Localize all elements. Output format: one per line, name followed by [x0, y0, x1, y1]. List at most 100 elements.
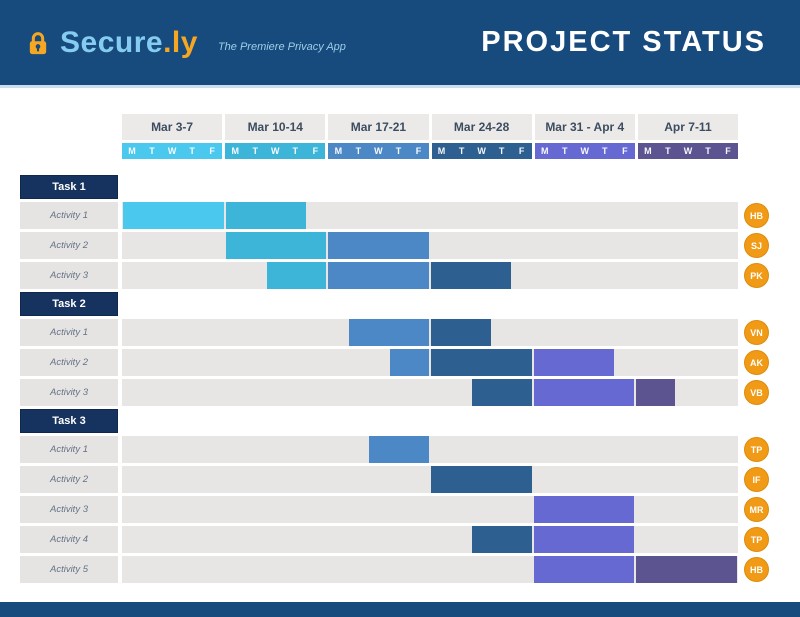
activity-label: Activity 3	[20, 262, 118, 289]
activity-track	[122, 496, 738, 523]
task-header-3: Task 3	[20, 409, 118, 433]
activity-row: Activity 3 MR	[20, 496, 800, 523]
day-letter: T	[665, 146, 671, 156]
day-letter: M	[644, 146, 652, 156]
gantt-bar-segment	[328, 232, 429, 259]
activity-label: Activity 2	[20, 349, 118, 376]
gantt-bar-segment	[123, 202, 224, 229]
day-letter: W	[271, 146, 280, 156]
lock-icon	[24, 29, 52, 57]
activity-label: Activity 2	[20, 232, 118, 259]
day-letter: T	[189, 146, 195, 156]
activity-track	[122, 349, 738, 376]
activity-track	[122, 556, 738, 583]
owner-badge: HB	[744, 203, 769, 228]
activity-row: Activity 2 SJ	[20, 232, 800, 259]
brand-suffix: .ly	[163, 25, 198, 59]
gantt-bar-segment	[636, 379, 676, 406]
day-letter: T	[705, 146, 711, 156]
day-letter: W	[477, 146, 486, 156]
week-header-3: Mar 17-21	[328, 114, 429, 140]
activity-track	[122, 202, 738, 229]
gantt-bar-segment	[225, 202, 306, 229]
gantt-bar-segment	[533, 526, 635, 553]
brand-name: Secure.ly	[60, 26, 198, 60]
owner-badge: TP	[744, 437, 769, 462]
page-title: PROJECT STATUS	[481, 26, 766, 58]
brand-logo: Secure.ly The Premiere Privacy App	[24, 26, 346, 60]
activity-label: Activity 5	[20, 556, 118, 583]
day-letter: F	[725, 146, 731, 156]
gantt-bar-segment	[431, 262, 512, 289]
gantt-bar-segment	[636, 556, 737, 583]
week-header-2: Mar 10-14	[225, 114, 326, 140]
day-letter: F	[415, 146, 422, 156]
day-letter: M	[231, 146, 239, 156]
brand-text: Secure	[60, 25, 164, 59]
footer-bar	[0, 602, 800, 617]
owner-badge: PK	[744, 263, 769, 288]
week-header-6: Apr 7-11	[637, 114, 739, 140]
gantt-bar-segment	[533, 496, 635, 523]
activity-track	[122, 379, 738, 406]
day-letter: T	[395, 146, 402, 156]
activity-row: Activity 1 VN	[20, 319, 800, 346]
gantt-bar-segment	[533, 379, 635, 406]
gantt-bar-segment	[533, 556, 635, 583]
gantt-body: Task 1 Activity 1 HB Activity 2 SJ Activity 3…	[0, 175, 800, 583]
week-header-5: Mar 31 - Apr 4	[534, 114, 635, 140]
day-letter: F	[622, 146, 628, 156]
day-letter: W	[683, 146, 693, 156]
day-letter: T	[252, 146, 258, 156]
gantt-bar-segment	[328, 262, 429, 289]
day-letter: M	[128, 146, 136, 156]
day-letter: M	[540, 146, 549, 156]
day-letter: M	[334, 146, 343, 156]
gantt-bar-segment	[266, 262, 327, 289]
week-label-row: Mar 3-7 Mar 10-14 Mar 17-21 Mar 24-28 Mar 31…	[122, 114, 739, 140]
activity-row: Activity 5 HB	[20, 556, 800, 583]
activity-row: Activity 2 AK	[20, 349, 800, 376]
gantt-bar-segment	[472, 379, 532, 406]
gantt-bar-segment	[225, 232, 327, 259]
activity-label: Activity 3	[20, 379, 118, 406]
gantt-bar-segment	[369, 436, 429, 463]
day-letter: T	[561, 146, 568, 156]
day-letter: T	[149, 146, 155, 156]
activity-track	[122, 319, 738, 346]
activity-row: Activity 4 TP	[20, 526, 800, 553]
activity-label: Activity 1	[20, 436, 118, 463]
owner-badge: VN	[744, 320, 769, 345]
day-letter: T	[498, 146, 505, 156]
day-letter: F	[312, 146, 319, 156]
activity-row: Activity 3 PK	[20, 262, 800, 289]
day-letter: W	[374, 146, 383, 156]
day-letter: W	[580, 146, 590, 156]
activity-row: Activity 3 VB	[20, 379, 800, 406]
owner-badge: IF	[744, 467, 769, 492]
activity-row: Activity 1 TP	[20, 436, 800, 463]
day-letter: F	[209, 146, 215, 156]
owner-badge: HB	[744, 557, 769, 582]
task-header-2: Task 2	[20, 292, 118, 316]
week-header-1: Mar 3-7	[122, 114, 223, 140]
activity-row: Activity 2 IF	[20, 466, 800, 493]
activity-label: Activity 3	[20, 496, 118, 523]
activity-label: Activity 1	[20, 319, 118, 346]
task-header-1: Task 1	[20, 175, 118, 199]
gantt-bar-segment	[431, 319, 491, 346]
day-letter: T	[355, 146, 362, 156]
day-letter: M	[437, 146, 446, 156]
gantt-bar-segment	[348, 319, 429, 346]
week-header-4: Mar 24-28	[431, 114, 532, 140]
gantt-bar-segment	[533, 349, 614, 376]
gantt-bar-segment	[389, 349, 429, 376]
day-letter: T	[602, 146, 608, 156]
